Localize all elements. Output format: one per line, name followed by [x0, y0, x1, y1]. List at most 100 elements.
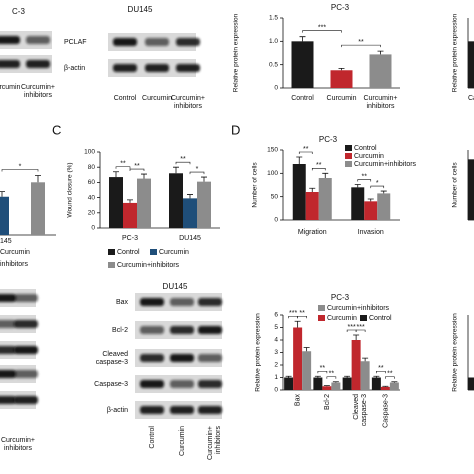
- bar: [183, 198, 197, 228]
- blot-row-label: β-actin: [64, 65, 85, 72]
- significance-label: ***: [318, 25, 326, 32]
- legend-label: Curcumin+inhibitors: [117, 262, 180, 269]
- legend-swatch: [345, 145, 352, 151]
- panel-label: D: [231, 122, 240, 137]
- bar: [0, 196, 9, 235]
- error-bar: [344, 375, 351, 378]
- x-tick-label: Caspase-3: [382, 394, 389, 428]
- blot-lane-label: Curcumin+inhibitors: [21, 84, 55, 99]
- significance-label: ***: [289, 310, 297, 317]
- y-tick-label: 80: [88, 164, 96, 171]
- blot-band: [14, 320, 38, 328]
- significance-bracket: [326, 376, 337, 379]
- x-tick-label: Control: [291, 95, 314, 102]
- significance-bracket: [341, 44, 381, 48]
- y-tick-label: 0: [274, 217, 278, 224]
- y-tick-label: 4: [274, 337, 278, 344]
- bar: [293, 327, 303, 390]
- significance-label: **: [120, 161, 126, 168]
- blot-band: [14, 346, 38, 354]
- chart-title: PC-3: [331, 293, 350, 302]
- blot-band: [170, 380, 194, 388]
- blot-lane-label: Curcumin+inhibitors: [171, 95, 205, 110]
- x-tick-label: Curcumin: [327, 95, 357, 102]
- legend-swatch: [318, 305, 325, 311]
- blot-row-label: Bcl-2: [112, 327, 128, 334]
- blot-title: C-3: [12, 7, 25, 16]
- y-tick-label: 0: [274, 387, 278, 394]
- blot-lane-label: Curcumin: [179, 426, 186, 456]
- blot-band: [170, 406, 194, 414]
- legend-swatch: [108, 249, 115, 255]
- blot-band: [176, 64, 200, 72]
- significance-label: **: [358, 39, 364, 46]
- bar: [377, 193, 391, 220]
- x-tick-label: Migration: [298, 229, 327, 236]
- legend-swatch: [360, 315, 367, 321]
- error-bar: [127, 199, 133, 203]
- y-tick-label: 1.0: [269, 38, 278, 45]
- error-bar: [377, 50, 384, 55]
- error-bar: [187, 194, 193, 199]
- legend-label: Curcumin: [159, 249, 189, 256]
- x-tick-label: Curcumin+ inhibitors: [363, 95, 397, 110]
- blot-band: [140, 406, 164, 414]
- bar: [169, 173, 183, 228]
- error-bar: [35, 175, 41, 183]
- x-tick-label: DU145: [179, 235, 201, 242]
- error-bar: [141, 173, 147, 179]
- blot-row-label: Caspase-3: [94, 381, 128, 388]
- bar: [468, 377, 474, 390]
- blot-band: [14, 370, 38, 378]
- error-bar: [173, 166, 179, 174]
- legend-label: Control: [369, 315, 392, 322]
- legend-label: Curcumin: [327, 315, 357, 322]
- y-tick-label: 100: [84, 149, 95, 156]
- blot-band: [176, 38, 200, 46]
- y-tick-label: 100: [267, 170, 278, 177]
- significance-label: *: [376, 180, 379, 187]
- bar: [371, 377, 381, 390]
- error-bar: [373, 375, 380, 378]
- bar: [291, 41, 314, 88]
- y-tick-label: 2: [274, 362, 278, 369]
- blot-row-label: Bax: [116, 299, 129, 306]
- bar: [197, 181, 211, 228]
- blot-band: [140, 380, 164, 388]
- bar: [123, 202, 137, 228]
- significance-label: **: [329, 371, 335, 378]
- error-bar: [201, 176, 207, 182]
- bar: [380, 386, 390, 390]
- y-tick-label: 0: [91, 225, 95, 232]
- y-axis-label: Wound closure (%): [67, 162, 74, 217]
- error-bar: [285, 375, 292, 378]
- blot-lane-label: urcumin: [0, 84, 21, 91]
- legend-label: Curcumin: [354, 153, 384, 160]
- bar: [468, 159, 474, 220]
- error-bar: [382, 385, 389, 387]
- error-bar: [322, 172, 329, 178]
- bar: [109, 177, 123, 228]
- blot-lane-label: Curcumin: [142, 95, 172, 102]
- error-bar: [391, 381, 398, 383]
- blot-band: [0, 346, 16, 354]
- bar: [351, 187, 365, 220]
- panel-label: C: [52, 122, 61, 137]
- blot-row-label: Cleaved caspase-3: [96, 351, 128, 366]
- y-tick-label: 0.5: [269, 61, 278, 68]
- y-axis-label: Relative protein expression: [233, 13, 240, 92]
- error-bar: [294, 320, 301, 328]
- blot-band: [14, 396, 38, 404]
- legend-label: Curcumin+inhibitors: [354, 161, 417, 168]
- error-bar: [296, 156, 303, 164]
- significance-bracket: [311, 168, 326, 171]
- bar: [468, 41, 474, 88]
- bar: [389, 382, 399, 390]
- y-tick-label: 20: [88, 210, 96, 217]
- blot-title: DU145: [163, 282, 188, 291]
- blot-band: [0, 396, 16, 404]
- bar: [369, 54, 392, 88]
- significance-bracket: [376, 370, 386, 374]
- significance-label: **: [362, 173, 368, 180]
